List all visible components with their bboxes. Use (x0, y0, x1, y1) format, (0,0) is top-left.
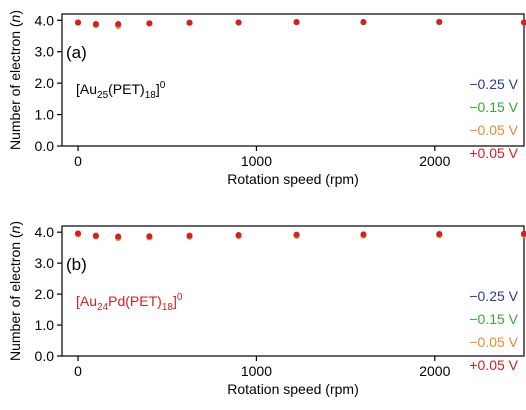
panel-label-a: (a) (66, 43, 87, 62)
point-b-s3-1 (92, 232, 99, 239)
plot-area-a (61, 13, 525, 147)
point-a-s3-1 (92, 21, 99, 28)
point-a-s3-2 (115, 21, 122, 28)
x-tick-label-b-2: 2000 (419, 363, 450, 379)
point-b-s3-3 (146, 233, 153, 240)
legend-entry-a-2: −0.05 V (469, 122, 518, 138)
compound-label-b: [Au24Pd(PET)18]0 (76, 292, 183, 313)
point-a-s3-7 (360, 19, 367, 26)
panel-a: 0.0 1.0 2.0 3.0 4.0 0 1000 2000 (a) [Au25(PET)1… (7, 10, 526, 187)
legend-entry-b-3: +0.05 V (469, 357, 518, 373)
legend-entry-b-1: −0.15 V (469, 311, 518, 327)
legend-entry-b-2: −0.05 V (469, 334, 518, 350)
y-tick-label-a-0: 0.0 (35, 138, 55, 154)
y-tick-label-b-1: 1.0 (35, 317, 55, 333)
x-tick-label-a-1: 1000 (241, 153, 272, 169)
ticks-a: 0.0 1.0 2.0 3.0 4.0 0 1000 2000 (35, 12, 451, 169)
y-tick-label-b-4: 4.0 (35, 224, 55, 240)
point-a-s3-8 (436, 18, 443, 25)
legend-b: −0.25 V −0.15 V −0.05 V +0.05 V (469, 288, 518, 373)
plot-area-b (61, 225, 525, 357)
x-axis-title-a: Rotation speed (rpm) (227, 171, 359, 187)
y-tick-label-b-2: 2.0 (35, 286, 55, 302)
data-points-b (75, 230, 526, 242)
legend-a: −0.25 V −0.15 V −0.05 V +0.05 V (469, 76, 518, 161)
x-axis-title-b: Rotation speed (rpm) (227, 381, 359, 397)
point-b-s3-2 (115, 233, 122, 240)
x-tick-label-a-0: 0 (74, 153, 82, 169)
point-a-s3-4 (186, 19, 193, 26)
data-points-a (75, 18, 526, 29)
y-axis-title-b: Number of electron (n) (7, 221, 23, 361)
point-b-s3-0 (75, 230, 82, 237)
point-a-s3-3 (146, 20, 153, 27)
x-tick-label-b-1: 1000 (241, 363, 272, 379)
point-a-s3-6 (293, 19, 300, 26)
y-tick-label-a-2: 2.0 (35, 75, 55, 91)
ticks-b: 0.0 1.0 2.0 3.0 4.0 0 1000 2000 (35, 224, 451, 379)
legend-entry-a-3: +0.05 V (469, 145, 518, 161)
point-b-s3-5 (235, 231, 242, 238)
point-b-s3-6 (293, 231, 300, 238)
point-b-s3-7 (360, 231, 367, 238)
y-tick-label-a-1: 1.0 (35, 107, 55, 123)
panel-label-b: (b) (66, 255, 87, 274)
point-a-s3-0 (75, 19, 82, 26)
y-axis-title-a: Number of electron (n) (7, 10, 23, 150)
point-b-s3-4 (186, 232, 193, 239)
panel-b: 0.0 1.0 2.0 3.0 4.0 0 1000 2000 (b) [Au24Pd(PET… (7, 221, 526, 397)
y-tick-label-b-3: 3.0 (35, 255, 55, 271)
x-tick-label-b-0: 0 (74, 363, 82, 379)
legend-entry-a-1: −0.15 V (469, 99, 518, 115)
legend-entry-b-0: −0.25 V (469, 288, 518, 304)
point-a-s3-5 (235, 19, 242, 26)
x-tick-label-a-2: 2000 (419, 153, 450, 169)
legend-entry-a-0: −0.25 V (469, 76, 518, 92)
y-tick-label-a-4: 4.0 (35, 12, 55, 28)
point-b-s3-9 (521, 230, 526, 237)
point-b-s3-8 (436, 231, 443, 238)
compound-label-a: [Au25(PET)18]0 (76, 80, 166, 101)
y-tick-label-a-3: 3.0 (35, 44, 55, 60)
point-a-s3-9 (521, 19, 526, 26)
y-tick-label-b-0: 0.0 (35, 348, 55, 364)
